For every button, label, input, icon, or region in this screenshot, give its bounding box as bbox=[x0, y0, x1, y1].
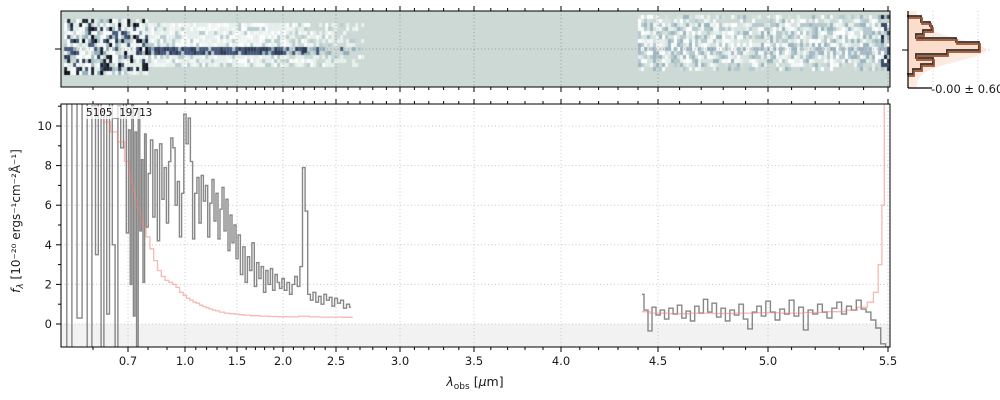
series-flux bbox=[66, 104, 351, 347]
xtick-label: 4.0 bbox=[552, 354, 570, 368]
y-axis-label: fλ [10⁻²⁰ ergs⁻¹cm⁻²Å⁻¹] bbox=[9, 21, 26, 400]
histogram-stats-label: -0.00 ± 0.60 bbox=[931, 82, 1000, 96]
spectrum-series bbox=[66, 104, 887, 347]
x-axis-bracket: [ bbox=[469, 374, 479, 389]
xtick-label: 0.7 bbox=[119, 354, 137, 368]
xtick-label: 2.0 bbox=[274, 354, 292, 368]
histogram-panel bbox=[902, 11, 990, 89]
x-axis-lambda: λ bbox=[446, 374, 454, 389]
y-axis-units: [10⁻²⁰ ergs⁻¹cm⁻²Å⁻¹] bbox=[9, 149, 23, 284]
below-zero-band bbox=[61, 324, 890, 347]
x-axis-close: m] bbox=[486, 374, 504, 389]
ytick-label: 0 bbox=[45, 317, 52, 331]
x-axis-mu: μ bbox=[478, 374, 487, 389]
x-axis-label: λobs [μm] bbox=[0, 374, 950, 392]
xtick-label: 5.5 bbox=[879, 354, 897, 368]
ytick-label: 2 bbox=[45, 277, 52, 291]
xtick-label: 1.5 bbox=[228, 354, 246, 368]
x-axis-sub: obs bbox=[453, 382, 470, 392]
spec2d-gridlines bbox=[61, 11, 890, 87]
tick-labels: 0.7 1.0 1.5 2.0 2.5 3.0 3.5 4.0 4.5 5.0 5.5 0 2 4 6 8 10 bbox=[37, 119, 897, 368]
series-error_blue bbox=[95, 104, 353, 318]
xtick-label: 4.5 bbox=[649, 354, 667, 368]
spectrum-2d-image bbox=[61, 11, 890, 87]
ytick-label: 8 bbox=[45, 159, 52, 173]
ytick-label: 10 bbox=[37, 119, 52, 133]
ytick-label: 6 bbox=[45, 198, 52, 212]
xtick-label: 3.0 bbox=[391, 354, 409, 368]
object-id-label: 5105_19713 bbox=[84, 106, 155, 119]
y-axis-f: f bbox=[9, 288, 23, 293]
xtick-label: 3.5 bbox=[465, 354, 483, 368]
ytick-label: 4 bbox=[45, 238, 52, 252]
series-flux_red_segment bbox=[642, 293, 887, 347]
axis-ticks bbox=[55, 6, 889, 352]
y-axis-sub: λ bbox=[16, 283, 26, 289]
series-error_red bbox=[642, 104, 885, 315]
xtick-label: 1.0 bbox=[176, 354, 194, 368]
xtick-label: 2.5 bbox=[327, 354, 345, 368]
xtick-label: 5.0 bbox=[759, 354, 777, 368]
